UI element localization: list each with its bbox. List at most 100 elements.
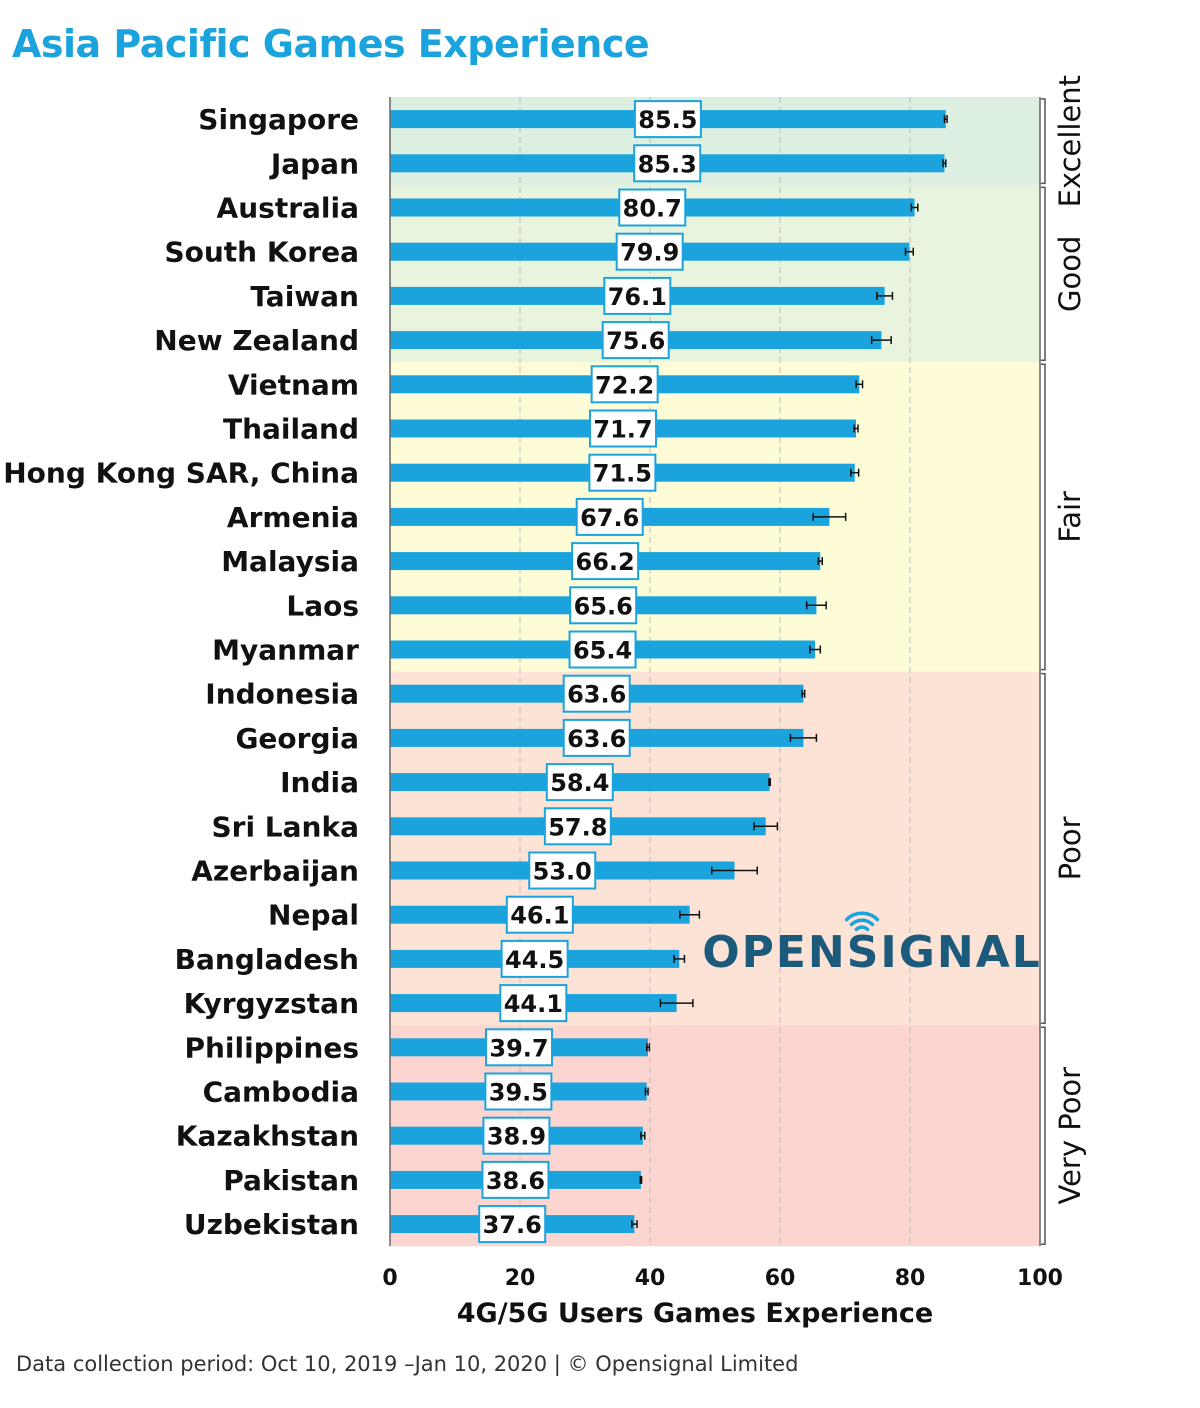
error-bar [646,1043,651,1052]
error-bar [870,336,892,345]
category-label: Singapore [198,103,359,136]
category-label: Philippines [184,1031,359,1064]
value-label-text: 85.3 [638,150,697,178]
value-label-text: 44.5 [505,946,564,974]
category-labels: Singapore Japan Australia South Korea Taiwan… [3,103,359,1241]
error-bar [789,733,818,742]
value-label-box [568,630,637,669]
value-label: 65.6 [569,586,638,625]
value-label-box [499,984,568,1023]
category-label: Myanmar [212,634,359,667]
value-label-box [575,497,644,536]
value-label-box [601,321,670,360]
error-bar [639,1175,643,1184]
band-bracket [1041,672,1046,1024]
error-bar [876,291,894,300]
category-label: Georgia [235,722,359,755]
band-name: Fair [1053,491,1087,543]
value-label: 79.9 [615,232,684,271]
error-bar [817,557,823,566]
error-bar [910,203,919,212]
category-label: Australia [217,192,359,225]
value-label-text: 71.5 [593,460,652,488]
value-label: 65.4 [568,630,637,669]
value-label-text: 58.4 [550,769,609,797]
error-bar [904,247,914,256]
x-tick-label: 60 [765,1266,796,1291]
value-label: 38.6 [481,1160,550,1199]
band-brackets: Excellent Good Fair Poor Very Poor [1041,75,1087,1245]
value-label: 53.0 [528,851,597,890]
chart-title: Asia Pacific Games Experience [12,22,650,66]
error-bar [640,1131,646,1140]
band-bracket [1041,363,1046,671]
signal-arc [844,911,880,922]
error-bar [853,424,859,433]
value-label-text: 44.1 [504,990,563,1018]
error-bar [631,1220,638,1229]
category-label: Cambodia [203,1076,359,1109]
value-label: 57.8 [543,807,612,846]
value-label-text: 72.2 [595,371,654,399]
band-bracket [1041,1026,1046,1245]
x-tick-label: 40 [635,1266,666,1291]
value-label-text: 71.7 [593,416,652,444]
value-label-text: 46.1 [510,902,569,930]
x-tick-label: 0 [382,1266,397,1291]
value-label-box [478,1205,547,1244]
value-label: 63.6 [562,674,631,713]
value-label: 38.9 [482,1116,551,1155]
category-label: Uzbekistan [184,1208,359,1241]
value-label-text: 63.6 [567,725,626,753]
value-label-box [528,851,597,890]
value-label: 39.7 [485,1028,554,1067]
value-label-text: 67.6 [580,504,639,532]
category-label: Indonesia [205,678,359,711]
category-label: South Korea [164,236,359,269]
value-label: 72.2 [590,365,659,404]
value-label: 80.7 [618,188,687,227]
error-bar [753,822,779,831]
value-label-box [571,542,640,581]
error-bar [679,910,701,919]
value-label: 85.3 [633,144,702,183]
band-name: Very Poor [1053,1067,1087,1205]
value-label: 63.6 [562,718,631,757]
value-label-box [484,1072,553,1111]
error-bar [942,159,947,168]
value-label: 58.4 [545,763,614,802]
category-label: India [280,766,359,799]
value-label-text: 75.6 [606,327,665,355]
value-label-box [590,365,659,404]
band-bracket [1041,186,1046,361]
error-bar [711,866,758,875]
value-label-text: 79.9 [620,239,679,267]
value-label-text: 37.6 [483,1211,542,1239]
category-label: Malaysia [221,545,359,578]
value-label: 44.5 [500,939,569,978]
x-axis: 4G/5G Users Games Experience 0 20 40 60 80 10… [382,97,1063,1329]
category-label: Nepal [268,899,359,932]
category-label: Sri Lanka [211,810,359,843]
x-tick-label: 100 [1017,1266,1063,1291]
value-label-box [633,144,702,183]
footer-note: Data collection period: Oct 10, 2019 –Ja… [16,1352,799,1376]
value-label-text: 80.7 [623,195,682,223]
opensignal-logo: OPENSIGNAL [702,911,1040,978]
band-bracket [1041,98,1046,185]
error-bar [768,778,771,787]
x-axis-label: 4G/5G Users Games Experience [457,1298,933,1329]
band-name: Poor [1053,816,1087,880]
value-label: 76.1 [603,276,672,315]
category-label: Kazakhstan [176,1120,359,1153]
category-label: Hong Kong SAR, China [3,457,359,490]
category-label: Vietnam [228,368,359,401]
value-label-text: 63.6 [567,681,626,709]
error-bar [801,689,806,698]
category-label: Kyrgyzstan [184,987,359,1020]
category-label: Thailand [223,413,359,446]
value-labels: 85.5 85.3 80.7 79.9 76.1 75.6 72.2 71.7 71.5 67.6… [478,100,702,1244]
band-name: Excellent [1053,75,1087,207]
category-label: Japan [269,147,359,180]
bars [390,110,948,1234]
